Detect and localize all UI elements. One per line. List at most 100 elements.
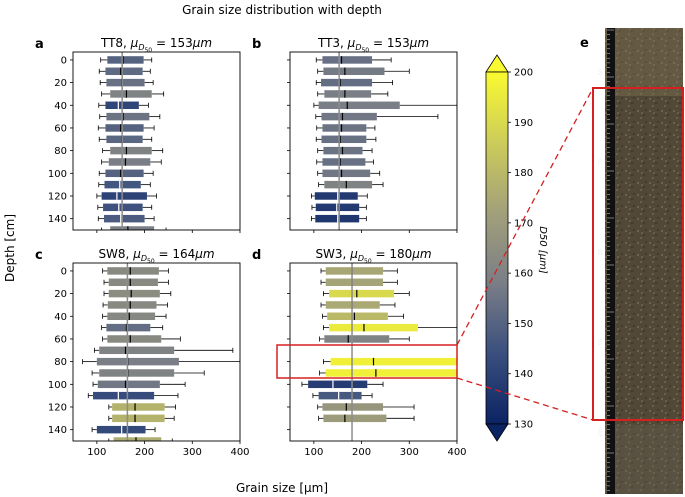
box-row-30 <box>317 90 389 98</box>
box-row-30 <box>101 90 165 98</box>
core-highlight-box <box>592 87 684 421</box>
colorbar-tick-label: 180 <box>514 168 533 179</box>
panel-title: SW8, μD50 = 164μm <box>98 247 214 265</box>
box-row-70 <box>94 346 234 355</box>
axes-frame <box>289 51 458 231</box>
colorbar-label: D50 [µm] <box>537 226 548 274</box>
box-row-30 <box>320 301 396 309</box>
box-row-20 <box>322 289 410 298</box>
ruler-label: 70 <box>598 159 604 165</box>
box-row-140 <box>311 214 367 223</box>
box-iqr <box>105 124 144 132</box>
box-row-100 <box>92 380 186 389</box>
box-iqr <box>108 289 160 298</box>
panel-core-name: SW8, <box>98 247 133 261</box>
box-row-130 <box>97 203 153 212</box>
highlight-box-d <box>276 344 458 379</box>
box-iqr <box>113 437 162 441</box>
box-row-120 <box>317 403 415 411</box>
box-iqr <box>322 124 367 132</box>
colorbar-tick-label: 130 <box>514 420 533 431</box>
box-iqr <box>324 335 390 343</box>
colorbar-bottom-extend <box>485 423 509 442</box>
box-iqr <box>101 192 147 200</box>
box-row-110 <box>318 180 384 189</box>
panel-b-tt3: b TT3, μD50 = 153μm <box>252 36 458 233</box>
box-row-100 <box>98 169 154 178</box>
box-row-10 <box>103 278 169 287</box>
ruler-label: 100 <box>598 427 604 437</box>
core-photo: e 60 70 80 90 100 <box>580 28 684 494</box>
ruler-label: 80 <box>598 249 604 255</box>
box-iqr <box>321 135 367 144</box>
box-iqr <box>329 289 395 298</box>
box-row-50 <box>322 323 457 332</box>
box-iqr <box>325 267 384 275</box>
box-iqr <box>93 391 155 400</box>
box-row-120 <box>96 192 157 200</box>
box-iqr <box>105 67 143 76</box>
ytick-label: 40 <box>54 312 67 323</box>
box-row-70 <box>98 135 153 144</box>
box-iqr <box>107 56 144 64</box>
box-row-110 <box>98 180 151 189</box>
panel-label: c <box>35 248 43 263</box>
panel-title: SW3, μD50 = 180μm <box>315 247 431 265</box>
box-iqr <box>110 226 155 230</box>
panel-mu-value: 180 <box>389 247 412 261</box>
box-iqr <box>108 278 158 287</box>
box-iqr <box>321 112 377 121</box>
xtick-label: 100 <box>304 447 323 458</box>
box-iqr <box>106 112 150 121</box>
colorbar-tick-label: 160 <box>514 269 533 280</box>
box-iqr <box>107 335 162 343</box>
ytick-label: 40 <box>54 101 67 112</box>
box-row-40 <box>313 101 457 110</box>
ytick-label: 140 <box>48 425 67 436</box>
box-row-70 <box>315 135 377 144</box>
box-iqr <box>107 301 157 309</box>
box-row-60 <box>102 335 181 343</box>
ytick-label: 100 <box>48 169 67 180</box>
panel-core-name: SW3, <box>315 247 350 261</box>
box-iqr <box>106 323 151 332</box>
box-iqr <box>327 312 388 321</box>
panel-label: a <box>35 37 44 52</box>
box-row-90 <box>91 369 205 377</box>
colorbar-tick-label: 170 <box>514 218 533 229</box>
box-iqr <box>97 380 160 389</box>
box-row-10 <box>98 67 151 76</box>
box-iqr <box>321 78 373 87</box>
axes-frame <box>72 51 241 231</box>
ytick-label: 20 <box>54 289 67 300</box>
panel-label: d <box>252 248 261 263</box>
box-row-0 <box>315 56 392 64</box>
xtick-label: 400 <box>230 447 249 458</box>
box-row-40 <box>102 312 167 321</box>
colorbar-tick-label: 190 <box>514 118 533 129</box>
box-row-0 <box>100 56 153 64</box>
box-iqr <box>106 135 143 144</box>
box-row-60 <box>97 124 155 132</box>
box-row-30 <box>102 301 168 309</box>
box-iqr <box>112 414 165 423</box>
box-row-120 <box>108 403 176 411</box>
box-row-20 <box>315 78 393 87</box>
box-iqr <box>108 158 151 166</box>
box-iqr <box>324 180 373 189</box>
box-row-50 <box>315 112 439 121</box>
box-iqr <box>105 169 144 178</box>
box-iqr <box>308 380 368 389</box>
box-row-130 <box>318 414 415 423</box>
box-row-100 <box>317 169 381 178</box>
core-ruler <box>607 28 615 494</box>
box-iqr <box>112 403 165 411</box>
colorbar-tick-label: 140 <box>514 369 533 380</box>
box-iqr <box>106 78 145 87</box>
box-row-90 <box>319 369 457 377</box>
panel-mu-value: 164 <box>172 247 195 261</box>
xtick-label: 200 <box>352 447 371 458</box>
box-row-80 <box>317 146 373 155</box>
box-iqr <box>322 169 371 178</box>
